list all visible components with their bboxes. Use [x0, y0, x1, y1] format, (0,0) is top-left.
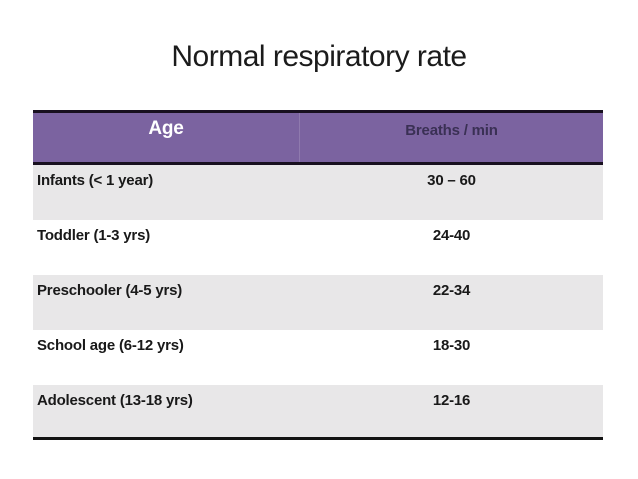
respiratory-rate-table: Age Breaths / min Infants (< 1 year) 30 …	[33, 110, 603, 440]
table-header-row: Age Breaths / min	[33, 110, 603, 165]
table-row: School age (6-12 yrs) 18-30	[33, 330, 603, 385]
table-row: Preschooler (4-5 yrs) 22-34	[33, 275, 603, 330]
age-cell: School age (6-12 yrs)	[37, 337, 184, 354]
column-header-age: Age	[33, 113, 300, 162]
breaths-cell: 24-40	[432, 227, 471, 244]
table-row: Toddler (1-3 yrs) 24-40	[33, 220, 603, 275]
table-row: Adolescent (13-18 yrs) 12-16	[33, 385, 603, 437]
age-cell: Toddler (1-3 yrs)	[37, 227, 151, 244]
age-cell: Adolescent (13-18 yrs)	[37, 392, 193, 409]
table-row: Infants (< 1 year) 30 – 60	[33, 165, 603, 220]
breaths-cell: 22-34	[432, 282, 471, 299]
column-header-breaths-per-min: Breaths / min	[405, 122, 498, 139]
breaths-cell: 30 – 60	[427, 172, 476, 189]
breaths-cell: 18-30	[432, 337, 471, 354]
age-cell: Preschooler (4-5 yrs)	[37, 282, 183, 299]
age-cell: Infants (< 1 year)	[37, 172, 154, 189]
page-title: Normal respiratory rate	[171, 40, 467, 73]
breaths-cell: 12-16	[432, 392, 471, 409]
